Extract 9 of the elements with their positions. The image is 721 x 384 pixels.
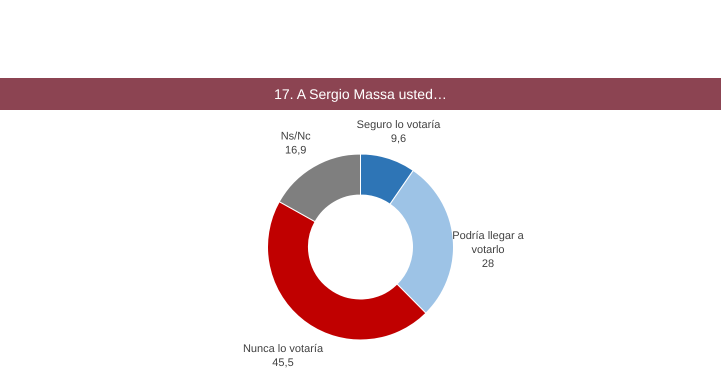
data-label: 16,9 [284,144,306,157]
data-label: 9,6 [390,132,406,145]
slice-label: Seguro lo votaría [356,118,442,131]
chart-title: 17. A Sergio Massa usted… [0,78,721,110]
slice-label: Nunca lo votaría [242,342,324,355]
data-label: 28 [482,258,494,270]
slice-label: Ns/Nc [280,130,312,143]
data-label: 45,5 [272,356,294,369]
slice-label: Podría llegar a votarlo [452,230,525,256]
